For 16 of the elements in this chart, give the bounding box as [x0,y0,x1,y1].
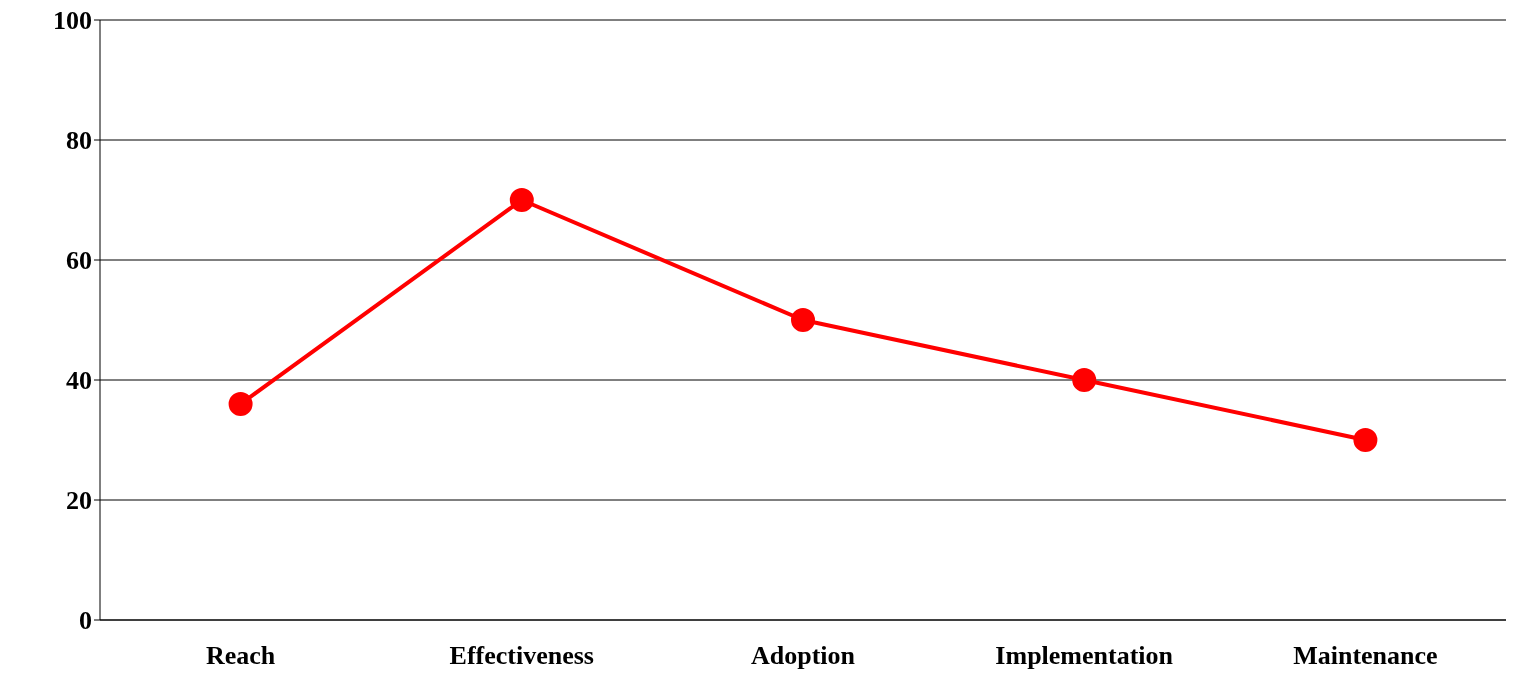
y-tick-label: 100 [53,6,92,36]
point [791,308,815,332]
x-tick-label: Implementation [995,641,1174,671]
point [1072,368,1097,392]
y-tick-label: 40 [66,366,92,396]
x-tick-label: Effectiveness [449,641,594,671]
point [1353,428,1378,452]
y-tick-label: 0 [79,606,92,636]
x-tick-label: Maintenance [1293,641,1438,671]
point [228,392,253,416]
point [509,188,534,212]
y-tick-label: 60 [66,246,92,276]
y-tick-label: 80 [66,126,92,156]
x-tick-label: Reach [205,641,276,671]
x-tick-label: Adoption [750,641,856,671]
y-tick-label: 20 [66,486,92,516]
